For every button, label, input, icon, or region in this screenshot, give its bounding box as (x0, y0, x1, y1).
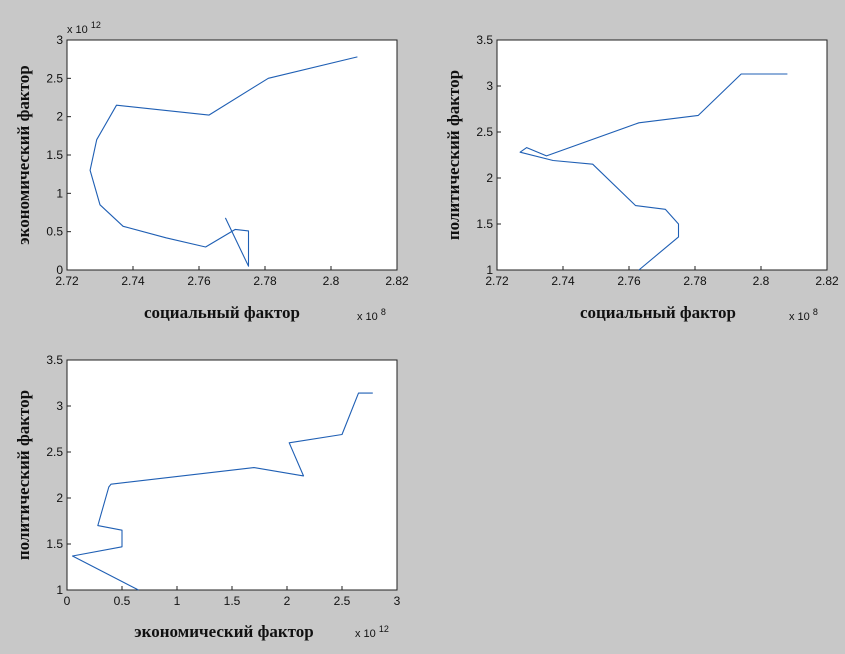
y-tick-label: 1 (56, 186, 63, 200)
x-tick-label: 2 (284, 594, 291, 608)
y-tick-label: 2 (56, 491, 63, 505)
y-axis-label: экономический фактор (14, 65, 33, 244)
y-exponent-label: x 10 12 (67, 20, 101, 36)
y-tick-label: 1.5 (46, 537, 63, 551)
x-tick-label: 3 (394, 594, 401, 608)
y-tick-label: 2.5 (46, 445, 63, 459)
tick-labels: 0 0.5 1 1.5 2 2.5 3 1 1.5 2 2.5 3 3.5 (46, 353, 400, 608)
x-axis-label: экономический фактор (134, 622, 313, 641)
y-axis-label: политический фактор (444, 70, 463, 240)
x-tick-label: 2.78 (683, 274, 707, 288)
y-tick-label: 1 (56, 583, 63, 597)
y-tick-label: 0 (56, 263, 63, 277)
series-line (89, 56, 358, 267)
x-tick-label: 1 (174, 594, 181, 608)
y-tick-label: 3.5 (476, 33, 493, 47)
y-tick-label: 0.5 (46, 225, 63, 239)
x-tick-label: 2.8 (323, 274, 340, 288)
y-tick-label: 1.5 (476, 217, 493, 231)
x-tick-label: 2.5 (334, 594, 351, 608)
y-tick-label: 3 (486, 79, 493, 93)
y-tick-label: 3 (56, 33, 63, 47)
x-tick-label: 2.74 (121, 274, 145, 288)
x-tick-label: 0 (64, 594, 71, 608)
y-tick-label: 3 (56, 399, 63, 413)
y-tick-label: 2.5 (46, 71, 63, 85)
x-tick-label: 2.76 (617, 274, 641, 288)
series-line (71, 392, 373, 591)
x-tick-label: 2.82 (385, 274, 409, 288)
plot-area (66, 359, 398, 591)
y-axis-label: политический фактор (14, 390, 33, 560)
y-tick-label: 2.5 (476, 125, 493, 139)
x-tick-label: 2.76 (187, 274, 211, 288)
x-tick-label: 2.72 (55, 274, 79, 288)
y-tick-label: 1.5 (46, 148, 63, 162)
tick-labels: 2.72 2.74 2.76 2.78 2.8 2.82 1 1.5 2 2.5 3 3.5 (476, 33, 839, 288)
y-tick-label: 1 (486, 263, 493, 277)
plot-area (496, 39, 828, 271)
x-tick-label: 2.74 (551, 274, 575, 288)
x-tick-label: 2.78 (253, 274, 277, 288)
y-tick-label: 2 (486, 171, 493, 185)
y-tick-label: 3.5 (46, 353, 63, 367)
x-axis-label: социальный фактор (144, 303, 300, 322)
x-exponent-label: x 10 8 (789, 307, 818, 323)
subplot-social-vs-political: 2.72 2.74 2.76 2.78 2.8 2.82 1 1.5 2 2.5 3 3.5 x 10… (444, 33, 839, 323)
x-tick-label: 2.72 (485, 274, 509, 288)
tick-labels: 2.72 2.74 2.76 2.78 2.8 2.82 0 0.5 1 1.5 2 2.5 3 (46, 33, 409, 288)
x-tick-label: 0.5 (114, 594, 131, 608)
subplot-social-vs-economic: 2.72 2.74 2.76 2.78 2.8 2.82 0 0.5 1 1.5 2 2.5 3 x 1… (14, 20, 409, 323)
series-line (519, 73, 788, 271)
plot-area (66, 39, 398, 271)
x-tick-label: 2.8 (753, 274, 770, 288)
x-exponent-label: x 10 8 (357, 307, 386, 323)
subplot-economic-vs-political: 0 0.5 1 1.5 2 2.5 3 1 1.5 2 2.5 3 3.5 x 10 12 эконом… (14, 353, 401, 641)
y-tick-label: 2 (56, 110, 63, 124)
x-tick-label: 2.82 (815, 274, 839, 288)
x-tick-label: 1.5 (224, 594, 241, 608)
x-exponent-label: x 10 12 (355, 624, 389, 640)
x-axis-label: социальный фактор (580, 303, 736, 322)
